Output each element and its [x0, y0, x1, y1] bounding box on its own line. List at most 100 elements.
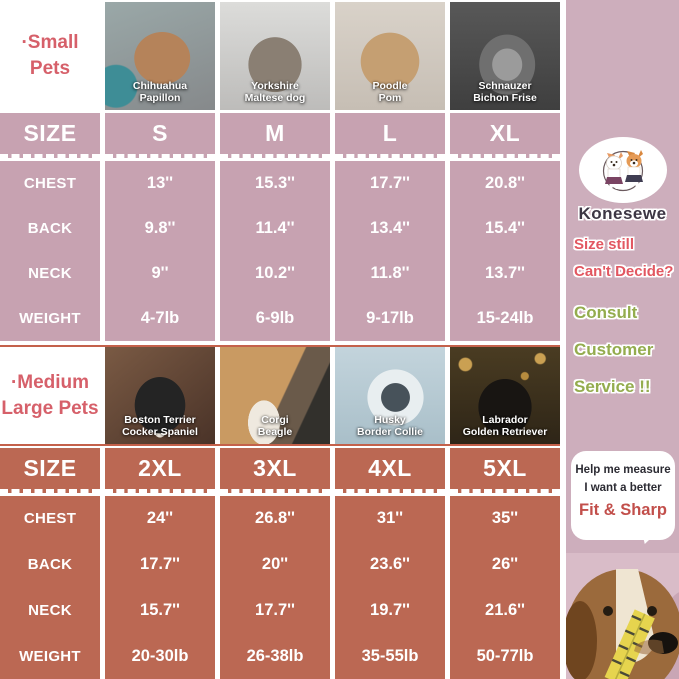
caption-line: Papillon: [139, 92, 181, 105]
measure-value: 11.4'': [255, 219, 295, 237]
measure-value: 35'': [491, 509, 519, 528]
photo-chihuahua-papillon: Chihuahua Papillon: [105, 2, 215, 110]
measure-value: 9-17lb: [366, 309, 414, 327]
brand-logo: Konesewe: [575, 140, 671, 224]
size-decide-text: Size still Can't Decide?: [574, 231, 673, 285]
photo-labrador-golden: Labrador Golden Retriever: [450, 347, 560, 444]
caption-line: Boston Terrier: [124, 413, 196, 426]
caption-line: Beagle: [257, 426, 293, 439]
header-cell-l: L: [335, 113, 445, 158]
photo-caption: Poodle Pom: [335, 80, 445, 105]
measure-value: 31'': [376, 509, 404, 528]
measure-value: 17.7'': [370, 174, 410, 192]
brand-logo-corgis-icon: [602, 150, 643, 192]
measure-label: BACK: [27, 556, 73, 574]
size-s-column: 13'' 9.8'' 9'' 4-7lb: [105, 161, 215, 341]
bubble-line2: I want a better: [584, 481, 662, 494]
bubble-line1: Help me measure: [575, 464, 671, 476]
measure-value: 26-38lb: [246, 646, 304, 665]
beagle-measuring-tape-photo: [566, 553, 679, 679]
medium-pets-photo-row: ·Medium Large Pets Boston Terrier Cocker…: [0, 345, 560, 446]
photo-caption: Yorkshire Maltese dog: [220, 80, 330, 105]
header-cell-3xl: 3XL: [220, 448, 330, 493]
measure-value: 4-7lb: [140, 309, 180, 327]
measure-value: 15.7'': [140, 600, 180, 619]
measure-value: 15.4'': [485, 219, 525, 237]
header-cell-4xl: 4XL: [335, 448, 445, 493]
size-decide-line1: Size still: [574, 236, 635, 253]
measure-label: WEIGHT: [19, 310, 81, 327]
small-size-header-row: SIZE S M L XL: [0, 113, 560, 158]
measure-label: BACK: [27, 220, 73, 237]
brand-logo-sticker: [581, 140, 664, 200]
medium-pets-label-line2: Large Pets: [1, 397, 99, 419]
measure-value: 9'': [151, 264, 169, 282]
measure-value: 26.8'': [255, 509, 295, 528]
consult-line2: Customer: [574, 340, 654, 359]
size-xl-column: 20.8'' 15.4'' 13.7'' 15-24lb: [450, 161, 560, 341]
consult-line1: Consult: [574, 303, 638, 322]
consult-line3: Service !!: [574, 377, 651, 396]
measure-value: 35-55lb: [361, 646, 419, 665]
caption-line: Golden Retriever: [462, 426, 548, 439]
consult-service-text: Consult Customer Service !!: [574, 294, 653, 405]
brand-name: Konesewe: [578, 204, 667, 223]
brand-sidebar: Konesewe Size still Can't Decide? Consul…: [566, 0, 679, 679]
measure-value: 9.8'': [144, 219, 176, 237]
large-size-header-row: SIZE 2XL 3XL 4XL 5XL: [0, 448, 560, 493]
header-cell-xl: XL: [450, 113, 560, 158]
header-cell-2xl: 2XL: [105, 448, 215, 493]
photo-caption: Chihuahua Papillon: [105, 80, 215, 105]
size-chart-content: ·Small Pets Chihuahua Papillon Yorkshire…: [0, 2, 560, 679]
measure-value: 17.7'': [255, 600, 295, 619]
measure-value: 15-24lb: [476, 309, 534, 327]
beagle-photo-art: [566, 553, 679, 679]
photo-caption: Labrador Golden Retriever: [450, 414, 560, 439]
measure-value: 13.7'': [485, 264, 525, 282]
small-pets-label-text: ·Small Pets: [21, 32, 79, 79]
caption-line: Maltese dog: [244, 92, 306, 105]
caption-line: Yorkshire: [251, 79, 299, 92]
caption-line: Husky: [374, 413, 406, 426]
measure-value: 13'': [146, 174, 174, 192]
small-pets-photo-row: ·Small Pets Chihuahua Papillon Yorkshire…: [0, 2, 560, 110]
caption-line: Chihuahua: [132, 79, 188, 92]
header-cell-size: SIZE: [0, 113, 100, 158]
bubble-line3: Fit & Sharp: [578, 500, 667, 519]
caption-line: Labrador: [482, 413, 528, 426]
measure-value: 20'': [261, 555, 289, 574]
photo-caption: Corgi Beagle: [220, 414, 330, 439]
measure-value: 17.7'': [140, 555, 180, 574]
header-cell-5xl: 5XL: [450, 448, 560, 493]
caption-line: Schnauzer: [478, 79, 532, 92]
photo-corgi-beagle: Corgi Beagle: [220, 347, 330, 444]
header-cell-m: M: [220, 113, 330, 158]
measure-label-column: CHEST BACK NECK WEIGHT: [0, 496, 100, 679]
large-size-table-body: CHEST BACK NECK WEIGHT 24'' 17.7'' 15.7'…: [0, 496, 560, 679]
photo-caption: Schnauzer Bichon Frise: [450, 80, 560, 105]
measure-value: 23.6'': [370, 555, 410, 574]
speech-bubble: Help me measure I want a better Fit & Sh…: [571, 451, 675, 540]
small-pets-label: ·Small Pets: [0, 2, 100, 110]
size-decide-line2: Can't Decide?: [574, 263, 674, 280]
measure-value: 11.8'': [370, 264, 410, 282]
photo-schnauzer-bichon: Schnauzer Bichon Frise: [450, 2, 560, 110]
measure-label: NECK: [28, 601, 72, 619]
photo-caption: Husky Border Collie: [335, 414, 445, 439]
header-cell-s: S: [105, 113, 215, 158]
size-m-column: 15.3'' 11.4'' 10.2'' 6-9lb: [220, 161, 330, 341]
size-l-column: 17.7'' 13.4'' 11.8'' 9-17lb: [335, 161, 445, 341]
size-4xl-column: 31'' 23.6'' 19.7'' 35-55lb: [335, 496, 445, 679]
measure-value: 15.3'': [255, 174, 295, 192]
measure-value: 50-77lb: [476, 646, 534, 665]
measure-value: 24'': [146, 509, 174, 528]
photo-poodle-pom: Poodle Pom: [335, 2, 445, 110]
measure-value: 20-30lb: [131, 646, 189, 665]
medium-pets-label: ·Medium Large Pets: [0, 347, 100, 444]
measure-label-column: CHEST BACK NECK WEIGHT: [0, 161, 100, 341]
photo-yorkshire-maltese: Yorkshire Maltese dog: [220, 2, 330, 110]
photo-husky-border-collie: Husky Border Collie: [335, 347, 445, 444]
measure-label: WEIGHT: [19, 647, 81, 665]
measure-value: 13.4'': [370, 219, 410, 237]
